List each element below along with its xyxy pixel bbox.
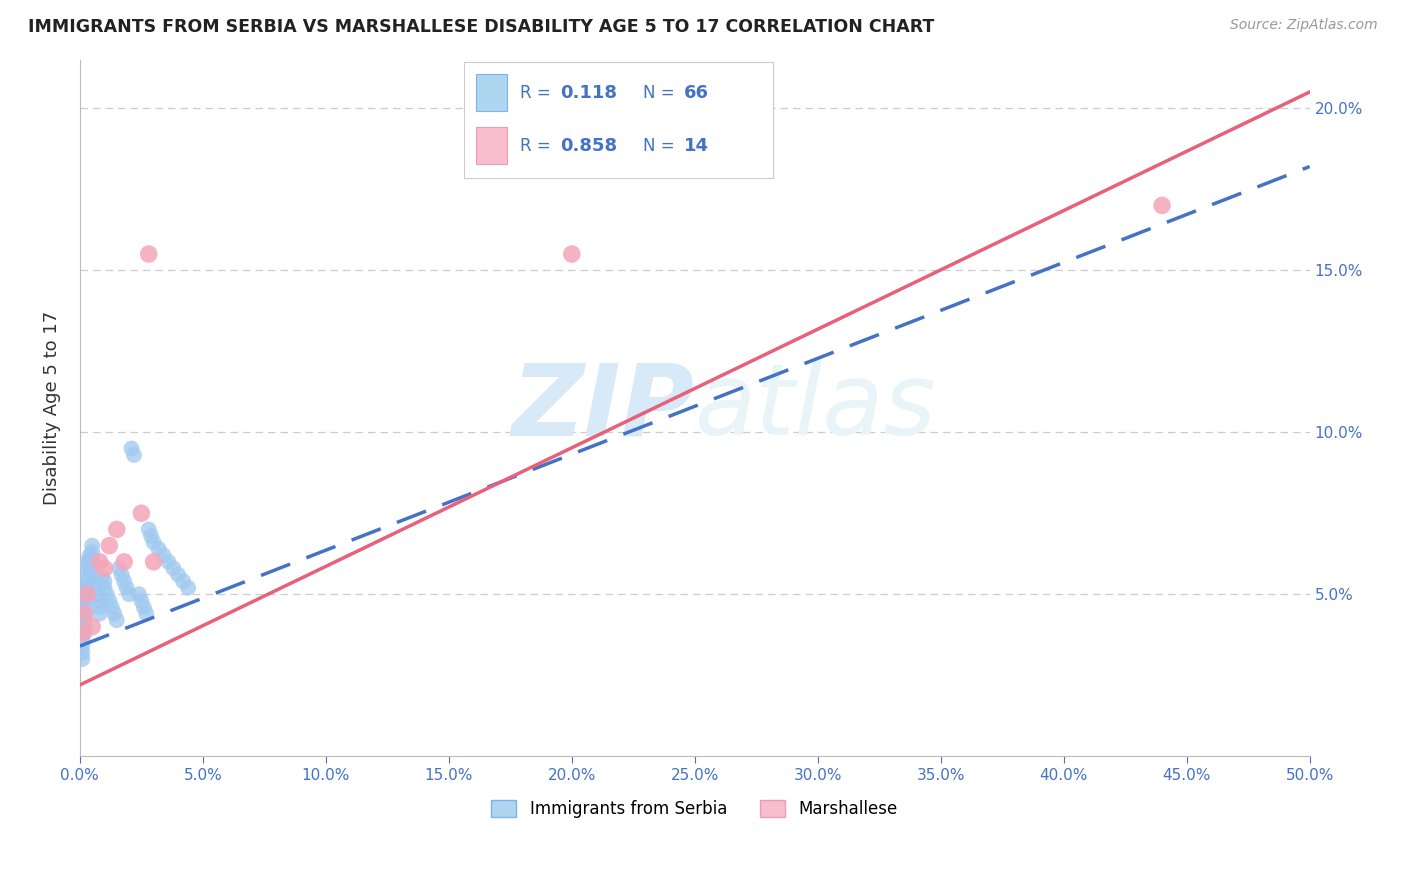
Point xyxy=(167,567,190,582)
Point xyxy=(105,613,128,627)
Point xyxy=(162,561,184,575)
Point xyxy=(157,555,180,569)
Point xyxy=(115,581,138,595)
Point xyxy=(101,600,124,615)
Text: 14: 14 xyxy=(683,137,709,155)
Point xyxy=(91,571,114,585)
Point xyxy=(73,607,96,621)
Point xyxy=(72,593,94,607)
Point xyxy=(79,561,101,575)
Text: R =: R = xyxy=(520,137,555,155)
Point xyxy=(79,549,101,563)
Point xyxy=(72,652,94,666)
Point xyxy=(177,581,200,595)
Point xyxy=(122,448,145,462)
Point xyxy=(152,549,174,563)
Point xyxy=(142,555,165,569)
Text: R =: R = xyxy=(520,84,555,102)
Point xyxy=(148,541,170,556)
Point xyxy=(89,600,111,615)
Point xyxy=(82,539,104,553)
Point xyxy=(73,587,96,601)
Point xyxy=(93,574,115,589)
Point xyxy=(96,587,118,601)
Point xyxy=(131,593,153,607)
Point xyxy=(72,626,94,640)
Point xyxy=(76,561,98,575)
Point xyxy=(112,555,135,569)
Point xyxy=(82,551,104,566)
Point xyxy=(76,587,98,601)
Point xyxy=(73,593,96,607)
Point xyxy=(1152,198,1174,212)
Point xyxy=(105,523,128,537)
Point xyxy=(172,574,194,589)
Bar xyxy=(477,128,508,164)
Text: 66: 66 xyxy=(683,84,709,102)
Point xyxy=(141,529,163,543)
Point xyxy=(98,539,121,553)
Point xyxy=(132,600,155,615)
Point xyxy=(111,567,134,582)
Point xyxy=(89,555,111,569)
Text: N =: N = xyxy=(644,137,681,155)
Point xyxy=(73,620,96,634)
Point xyxy=(72,632,94,647)
Point xyxy=(131,506,153,520)
Text: ZIP: ZIP xyxy=(512,359,695,457)
Point xyxy=(73,600,96,615)
Point xyxy=(73,613,96,627)
Point xyxy=(83,577,105,591)
Point xyxy=(93,561,115,575)
Text: N =: N = xyxy=(644,84,681,102)
Point xyxy=(89,607,111,621)
Point xyxy=(73,581,96,595)
Legend: Immigrants from Serbia, Marshallese: Immigrants from Serbia, Marshallese xyxy=(485,793,904,824)
Point xyxy=(128,587,150,601)
Point xyxy=(76,555,98,569)
Point xyxy=(138,523,160,537)
Point xyxy=(98,593,121,607)
Point xyxy=(93,581,115,595)
Point xyxy=(112,574,135,589)
Point xyxy=(76,574,98,589)
Point xyxy=(561,247,583,261)
Point xyxy=(82,558,104,573)
Point xyxy=(73,607,96,621)
Point xyxy=(108,561,131,575)
Point xyxy=(76,587,98,601)
Text: IMMIGRANTS FROM SERBIA VS MARSHALLESE DISABILITY AGE 5 TO 17 CORRELATION CHART: IMMIGRANTS FROM SERBIA VS MARSHALLESE DI… xyxy=(28,18,935,36)
Text: Source: ZipAtlas.com: Source: ZipAtlas.com xyxy=(1230,18,1378,32)
Point xyxy=(72,646,94,660)
Point xyxy=(76,567,98,582)
Y-axis label: Disability Age 5 to 17: Disability Age 5 to 17 xyxy=(44,310,60,505)
Point xyxy=(138,247,160,261)
Point xyxy=(86,593,108,607)
Point xyxy=(142,535,165,549)
Point xyxy=(72,600,94,615)
Bar xyxy=(477,74,508,112)
Point xyxy=(82,620,104,634)
Text: atlas: atlas xyxy=(695,359,936,457)
Point xyxy=(83,571,105,585)
Point xyxy=(72,607,94,621)
Point xyxy=(79,555,101,569)
Point xyxy=(73,626,96,640)
Point xyxy=(76,581,98,595)
Point xyxy=(72,626,94,640)
Text: 0.858: 0.858 xyxy=(560,137,617,155)
Text: 0.118: 0.118 xyxy=(560,84,617,102)
Point xyxy=(82,545,104,559)
Point xyxy=(103,607,125,621)
Point xyxy=(72,620,94,634)
Point xyxy=(118,587,141,601)
Point xyxy=(86,587,108,601)
Point xyxy=(135,607,157,621)
Point xyxy=(72,613,94,627)
Point xyxy=(72,639,94,653)
Point xyxy=(121,442,143,456)
